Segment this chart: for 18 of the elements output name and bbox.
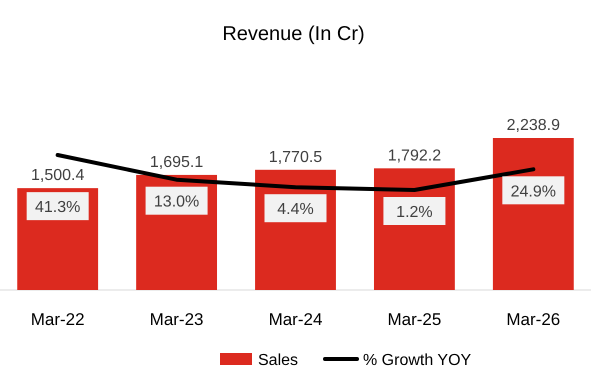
x-tick-label: Mar-22 xyxy=(30,310,85,329)
data-label: 2,238.9 xyxy=(506,117,560,134)
data-label: 41.3% xyxy=(34,199,80,216)
data-label: 1,770.5 xyxy=(268,148,322,166)
legend-label: % Growth YOY xyxy=(363,352,472,369)
x-tick-label: Mar-23 xyxy=(150,310,204,329)
x-tick-label: Mar-24 xyxy=(268,310,322,329)
data-label: 1,500.4 xyxy=(30,167,84,184)
data-label: 24.9% xyxy=(510,183,556,200)
data-label: 1,695.1 xyxy=(150,154,204,171)
data-label: 1.2% xyxy=(396,204,433,221)
x-tick-label: Mar-26 xyxy=(506,310,560,329)
legend-label: Sales xyxy=(258,352,298,369)
chart-title: Revenue (In Cr) xyxy=(222,23,365,45)
x-tick-label: Mar-25 xyxy=(387,310,442,329)
data-label: 4.4% xyxy=(277,201,314,218)
data-label: 13.0% xyxy=(154,194,200,211)
data-label: 1,792.2 xyxy=(388,147,442,164)
